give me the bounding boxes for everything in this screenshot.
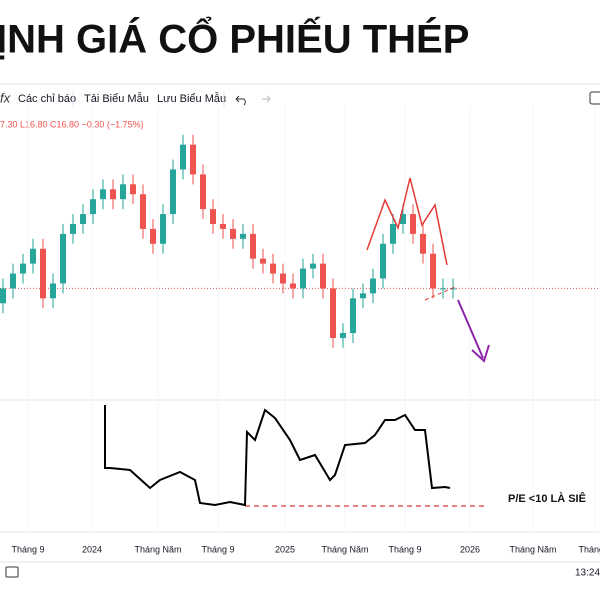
candle-body	[250, 233, 256, 259]
x-tick-label: Tháng 9	[11, 544, 44, 554]
candle-body	[370, 278, 376, 294]
candle-body	[0, 288, 6, 304]
pattern-drawing	[366, 177, 448, 266]
arrow-head	[471, 344, 490, 363]
candle-body	[310, 263, 316, 269]
candle-body	[330, 288, 336, 338]
candle-body	[40, 248, 46, 299]
candle-body	[210, 209, 216, 224]
ohlc-legend: 7.30 L16.80 C16.80 −0.30 (−1.75%)	[0, 119, 144, 129]
candle-body	[180, 144, 186, 170]
candle-body	[190, 144, 196, 175]
camera-icon[interactable]	[589, 91, 600, 105]
annotation: P/E <10 LÀ SIÊ	[508, 492, 586, 505]
candle-body	[410, 214, 416, 234]
candle-body	[440, 288, 446, 290]
candle-body	[150, 228, 156, 244]
fx-icon: fx	[0, 90, 11, 105]
x-tick-label: Tháng Năm	[321, 544, 368, 554]
candle-body	[70, 223, 76, 234]
candle-body	[80, 214, 86, 224]
x-tick-label: Tháng 9	[388, 544, 421, 554]
candle-body	[200, 174, 206, 210]
status-time: 13:24:	[575, 568, 600, 579]
candle-body	[390, 223, 396, 244]
candle-body	[400, 214, 406, 224]
x-tick-label: Tháng 9	[578, 544, 600, 554]
pe-line	[104, 405, 451, 507]
x-tick-label: 2024	[82, 544, 102, 554]
candle-body	[290, 283, 296, 289]
x-tick-label: Tháng Năm	[134, 544, 181, 554]
candle-body	[50, 283, 56, 299]
x-tick-label: Tháng Năm	[509, 544, 556, 554]
toolbar-button[interactable]: Lưu Biểu Mẫu	[157, 92, 226, 105]
candle-body	[60, 233, 66, 284]
candle-body	[430, 253, 436, 289]
toolbar-button[interactable]: Tải Biểu Mẫu	[84, 92, 149, 105]
candle-body	[270, 263, 276, 274]
candle-body	[280, 273, 286, 284]
neckline-drawing	[424, 286, 456, 301]
arrow-drawing	[457, 299, 484, 359]
candle-body	[350, 298, 356, 334]
candle-body	[120, 184, 126, 200]
candle-body	[220, 223, 226, 229]
undo-icon[interactable]	[235, 95, 246, 106]
candle-body	[340, 333, 346, 338]
candle-body	[10, 273, 16, 289]
candle-body	[160, 214, 166, 244]
candle-body	[170, 169, 176, 215]
plot: Tháng 9 2024 Tháng Năm Tháng 9 2025 Tháng Năm…	[0, 105, 600, 554]
candle-body	[140, 194, 146, 229]
x-tick-label: 2026	[460, 544, 480, 554]
candle-body	[230, 228, 236, 239]
candle-body	[300, 268, 306, 289]
candle-body	[20, 263, 26, 274]
x-tick-label: 2025	[275, 544, 295, 554]
candle-body	[240, 233, 246, 239]
toolbar-button[interactable]: Các chỉ báo	[18, 93, 76, 105]
calendar-icon[interactable]	[5, 566, 19, 578]
x-tick-label: Tháng 9	[201, 544, 234, 554]
candle-body	[100, 189, 106, 200]
candle-body	[30, 248, 36, 264]
candle-body	[360, 293, 366, 299]
redo-icon[interactable]	[262, 95, 271, 103]
candle-body	[450, 288, 456, 290]
candle-body	[130, 184, 136, 195]
candle-body	[380, 243, 386, 279]
candle-body	[260, 258, 266, 264]
candle-body	[420, 233, 426, 254]
candle-body	[110, 189, 116, 200]
candle-body	[90, 199, 96, 215]
headline: ỊNH GIÁ CỔ PHIẾU THÉP	[0, 15, 469, 62]
candle-body	[320, 263, 326, 289]
